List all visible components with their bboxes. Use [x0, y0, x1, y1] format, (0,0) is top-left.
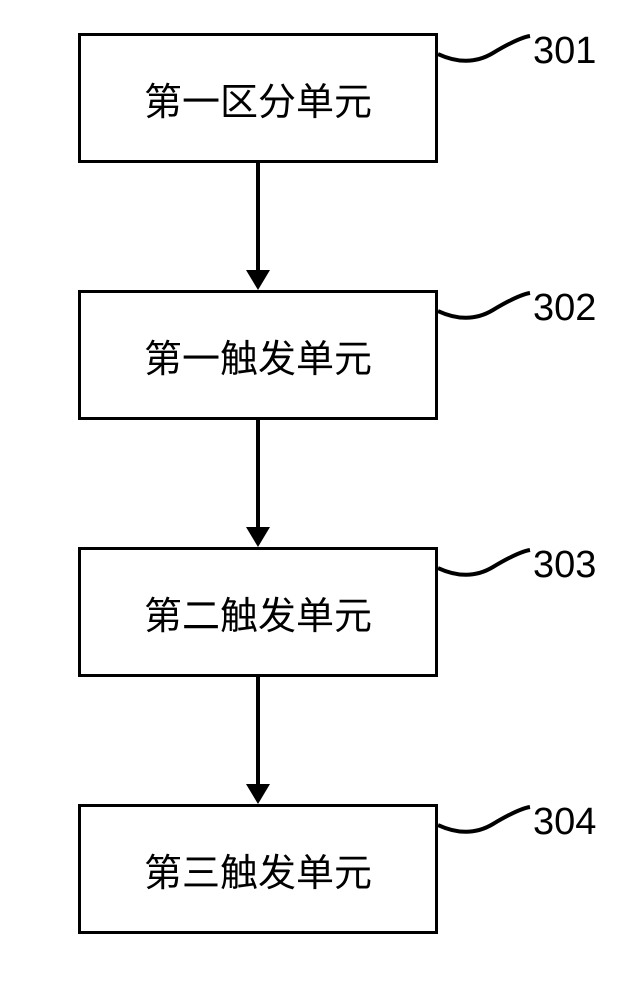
arrow-head-3-4	[246, 784, 270, 804]
node-box-3: 第二触发单元	[78, 547, 438, 677]
arrow-2-3	[256, 420, 260, 528]
ref-label-1: 301	[533, 30, 596, 73]
ref-label-4: 304	[533, 801, 596, 844]
node-label-1: 第一区分单元	[144, 71, 372, 126]
node-label-2: 第一触发单元	[144, 328, 372, 383]
node-label-4: 第三触发单元	[144, 842, 372, 897]
connector-curve-1	[438, 28, 533, 73]
node-box-4: 第三触发单元	[78, 804, 438, 934]
connector-curve-2	[438, 285, 533, 330]
node-box-2: 第一触发单元	[78, 290, 438, 420]
node-box-1: 第一区分单元	[78, 33, 438, 163]
connector-curve-3	[438, 542, 533, 587]
arrow-head-1-2	[246, 270, 270, 290]
connector-curve-4	[438, 799, 533, 844]
arrow-3-4	[256, 677, 260, 785]
ref-label-2: 302	[533, 287, 596, 330]
node-label-3: 第二触发单元	[144, 585, 372, 640]
ref-label-3: 303	[533, 544, 596, 587]
arrow-head-2-3	[246, 527, 270, 547]
flowchart-diagram: 第一区分单元 301 第一触发单元 302 第二触发单元 303 第三触发单元 …	[0, 0, 641, 1000]
arrow-1-2	[256, 163, 260, 271]
